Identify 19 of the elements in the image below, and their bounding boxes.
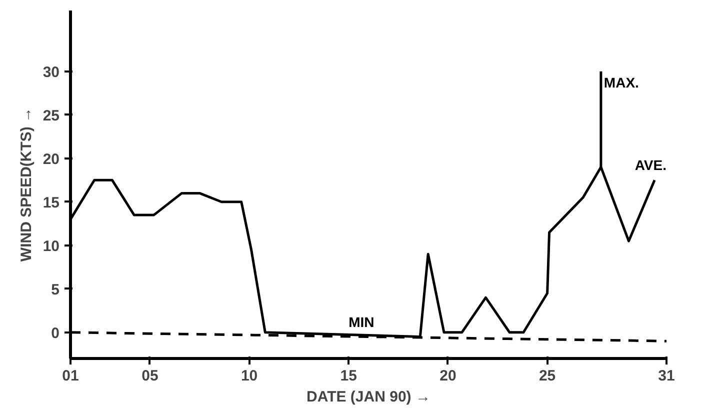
series-label: MIN <box>348 314 374 330</box>
y-tick-label: 0 <box>51 324 60 342</box>
y-tick-label: 20 <box>42 150 60 168</box>
y-tick-label: 10 <box>42 238 60 255</box>
x-tick-label: 31 <box>658 368 675 384</box>
x-tick-label: 15 <box>340 368 357 384</box>
x-tick-label: 10 <box>240 368 258 384</box>
x-tick-label: 25 <box>538 368 556 384</box>
y-axis-title: WIND SPEED(KTS) → <box>18 107 35 262</box>
y-tick-label: 15 <box>42 194 60 212</box>
x-tick-label: 01 <box>62 368 79 384</box>
x-axis-title: DATE (JAN 90) → <box>306 388 430 406</box>
series-label: MAX. <box>604 74 639 91</box>
y-tick-label: 30 <box>42 64 60 81</box>
series-label: AVE. <box>634 157 667 174</box>
y-tick-label: 25 <box>42 107 60 124</box>
y-tick-label: 5 <box>51 281 60 298</box>
x-tick-label: 05 <box>142 368 158 384</box>
x-tick-label: 20 <box>440 368 456 384</box>
